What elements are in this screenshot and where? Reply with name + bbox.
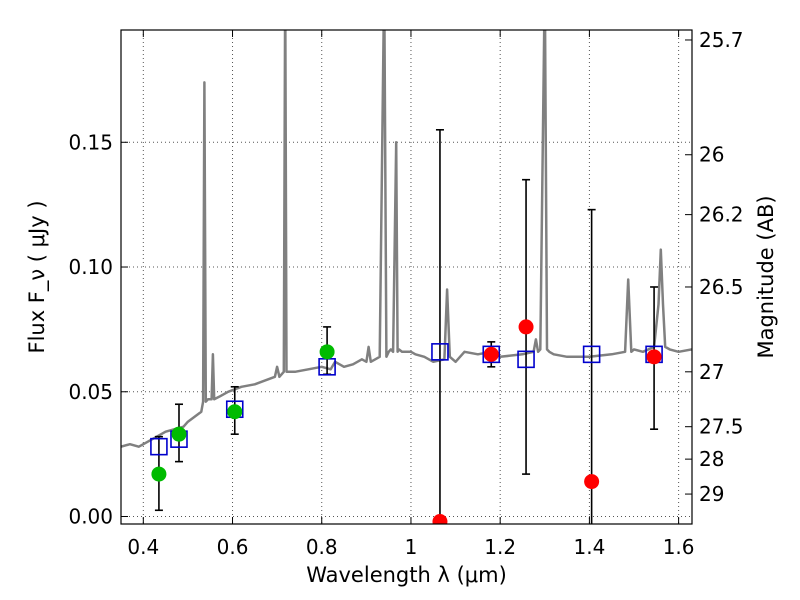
x-tick-label: 1 bbox=[405, 535, 418, 559]
model-square bbox=[582, 345, 601, 364]
grid-lines bbox=[121, 30, 692, 524]
red-circle-point bbox=[518, 319, 534, 335]
green-circle-point bbox=[319, 344, 335, 360]
model-square bbox=[150, 437, 168, 456]
mag-tick-label: 28 bbox=[699, 447, 724, 471]
model-squares bbox=[150, 343, 663, 456]
red-circle-point bbox=[432, 514, 448, 524]
y-tick-label: 0.10 bbox=[68, 255, 113, 279]
y-tick-label: 0.15 bbox=[68, 130, 113, 154]
model-square bbox=[517, 350, 535, 369]
template-spectrum-line bbox=[121, 30, 692, 448]
error-bars bbox=[154, 128, 659, 524]
x-tick-label: 1.4 bbox=[573, 535, 605, 559]
y-axis-label: Flux F_ν ( μJy ) bbox=[25, 200, 50, 353]
mag-tick-label: 26 bbox=[699, 143, 724, 167]
x-tick-label: 1.2 bbox=[484, 535, 516, 559]
model-square bbox=[431, 343, 449, 361]
y-tick-label: 0.05 bbox=[68, 380, 113, 404]
axis-ticks bbox=[121, 30, 692, 524]
mag-tick-label: 29 bbox=[699, 482, 724, 506]
x-tick-label: 0.8 bbox=[306, 535, 338, 559]
green-circle-point bbox=[227, 404, 243, 420]
x-tick-label: 1.6 bbox=[663, 535, 695, 559]
mag-tick-label: 26.5 bbox=[699, 275, 744, 299]
x-tick-label: 0.4 bbox=[127, 535, 159, 559]
mag-tick-label: 27.5 bbox=[699, 415, 744, 439]
right-axis-label: Magnitude (AB) bbox=[754, 195, 778, 358]
green-circle-point bbox=[151, 466, 167, 482]
template-spectrum bbox=[121, 30, 692, 448]
photometry-points bbox=[151, 319, 662, 524]
mag-tick-label: 26.2 bbox=[699, 203, 744, 227]
red-circle-point bbox=[584, 474, 600, 490]
red-circle-point bbox=[483, 346, 499, 362]
green-circle-point bbox=[171, 426, 187, 442]
y-tick-label: 0.00 bbox=[68, 505, 113, 529]
mag-tick-label: 27 bbox=[699, 360, 724, 384]
plot-frame bbox=[120, 29, 693, 525]
red-circle-point bbox=[646, 349, 662, 365]
x-axis-label: Wavelength λ (μm) bbox=[306, 563, 507, 587]
x-tick-label: 0.6 bbox=[217, 535, 249, 559]
model-square bbox=[482, 345, 501, 364]
mag-tick-label: 25.7 bbox=[699, 28, 744, 52]
tick-labels: 0.4 0.6 0.8 1 1.2 1.4 1.6 0.00 0.05 0.10 0.15 25.7 2… bbox=[68, 28, 743, 559]
